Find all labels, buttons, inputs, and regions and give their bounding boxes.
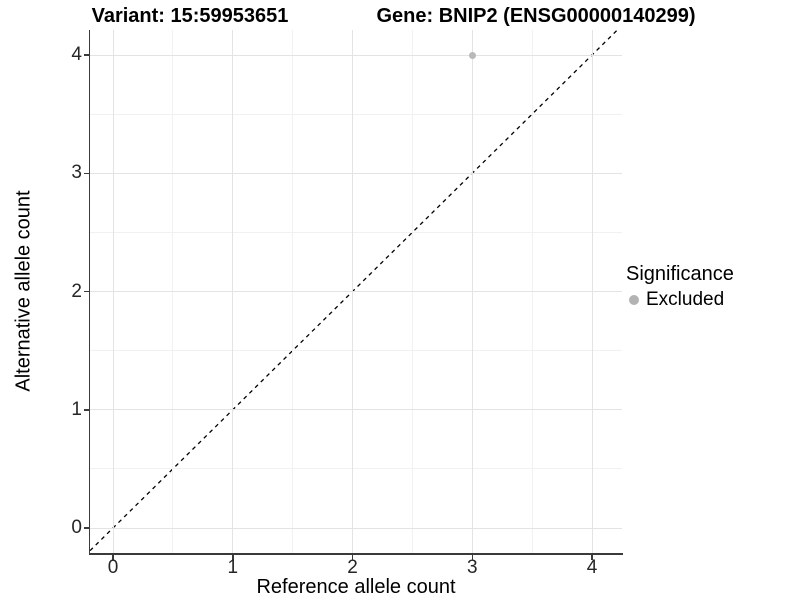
y-tick-mark <box>83 409 89 411</box>
excluded-point-icon <box>629 295 639 305</box>
y-tick-label: 1 <box>71 398 82 420</box>
x-tick-mark <box>471 554 473 560</box>
grid-major-y <box>90 291 622 292</box>
gene-title: Gene: BNIP2 (ENSG00000140299) <box>376 5 696 27</box>
y-tick-mark <box>83 527 89 529</box>
variant-title: Variant: 15:59953651 <box>91 5 289 27</box>
identity-line <box>90 30 619 552</box>
x-tick-mark <box>232 554 234 560</box>
grid-minor-y <box>90 468 622 470</box>
x-tick-mark <box>591 554 593 560</box>
legend-item-excluded: Excluded <box>626 289 734 311</box>
y-axis-line <box>88 30 91 555</box>
y-tick-label: 2 <box>71 280 82 302</box>
data-point <box>468 51 476 59</box>
x-tick-mark <box>351 554 354 560</box>
y-tick-mark <box>83 54 89 56</box>
grid-major-y <box>90 54 622 56</box>
x-axis-line <box>88 553 623 555</box>
y-tick-label: 4 <box>71 44 82 65</box>
legend: Significance Excluded <box>626 263 734 311</box>
grid-minor-y <box>90 350 622 352</box>
x-tick-label: 4 <box>586 557 598 578</box>
x-tick-label: 1 <box>227 557 239 578</box>
y-axis-title: Alternative allele count <box>12 190 35 392</box>
grid-major-y <box>90 172 622 174</box>
plot-panel <box>90 30 622 553</box>
grid-minor-y <box>90 231 622 233</box>
x-tick-label: 2 <box>347 557 358 578</box>
x-tick-label: 0 <box>107 557 119 578</box>
y-tick-mark <box>83 172 89 174</box>
y-tick-label: 3 <box>71 162 82 184</box>
legend-item-label: Excluded <box>646 289 725 310</box>
x-axis-title: Reference allele count <box>256 576 456 598</box>
legend-title: Significance <box>626 263 734 285</box>
y-tick-label: 0 <box>71 517 82 538</box>
identity-line-svg <box>90 30 619 552</box>
y-tick-mark <box>83 290 89 293</box>
grid-major-y <box>90 409 622 411</box>
grid-major-y <box>90 527 622 529</box>
grid-minor-y <box>90 113 622 115</box>
x-tick-label: 3 <box>466 557 478 578</box>
legend-key <box>626 295 642 305</box>
x-tick-mark <box>112 554 114 560</box>
